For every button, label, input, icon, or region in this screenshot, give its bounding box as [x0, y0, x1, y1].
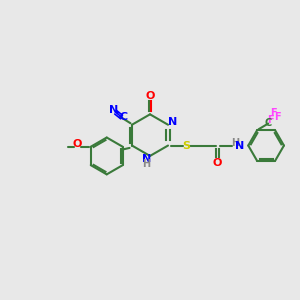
Text: N: N [235, 140, 244, 151]
Text: F: F [267, 115, 274, 125]
Text: C: C [120, 112, 128, 122]
Text: F: F [270, 108, 277, 118]
Text: O: O [212, 158, 222, 168]
Text: N: N [109, 105, 118, 115]
Text: H: H [142, 159, 151, 169]
Text: N: N [142, 154, 151, 164]
Text: F: F [274, 112, 281, 122]
Text: H: H [231, 138, 239, 148]
Text: C: C [265, 118, 272, 128]
Text: O: O [72, 140, 82, 149]
Text: N: N [168, 117, 177, 128]
Text: O: O [145, 91, 155, 101]
Text: S: S [182, 140, 190, 151]
